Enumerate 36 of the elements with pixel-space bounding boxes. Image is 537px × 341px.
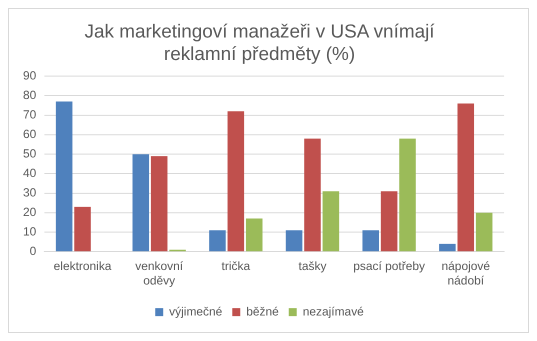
bar: [286, 230, 302, 252]
y-tick-label: 50: [22, 146, 37, 160]
legend-label: běžné: [246, 304, 280, 318]
bar: [56, 102, 72, 252]
y-tick-label: 90: [22, 68, 37, 82]
bar: [399, 138, 416, 252]
bar: [380, 191, 398, 252]
x-tick-label: venkovní oděvy: [135, 259, 184, 288]
bar: [439, 244, 456, 252]
bar: [457, 103, 474, 252]
y-tick-label: 20: [22, 205, 37, 219]
y-tick-label: 40: [22, 166, 37, 180]
y-tick-label: 60: [22, 126, 37, 141]
x-tick-label: trička: [222, 259, 250, 274]
bar: [246, 218, 262, 252]
bar: [150, 156, 168, 252]
x-tick-label: nápojové nádobí: [442, 259, 490, 288]
legend-label: výjimečné: [169, 304, 223, 318]
bar: [362, 230, 380, 252]
bar: [322, 191, 340, 252]
x-tick-label: elektronika: [54, 259, 112, 274]
y-tick-label: 0: [30, 244, 37, 258]
legend-label: nezajímavé: [302, 304, 364, 318]
bar: [132, 154, 150, 252]
y-tick-label: 80: [22, 88, 37, 102]
bar: [304, 138, 321, 252]
x-tick-label: tašky: [298, 259, 326, 274]
bar: [209, 230, 226, 252]
bar: [74, 206, 91, 252]
y-tick-label: 30: [22, 186, 37, 200]
y-tick-label: 10: [22, 224, 37, 238]
bar: [228, 111, 244, 252]
x-tick-label: psací potřeby: [353, 259, 426, 274]
chart-title: Jak marketingoví manažeři v USA vnímají reklamní předměty (%): [84, 21, 436, 66]
y-tick-label: 70: [22, 107, 37, 122]
bar: [476, 212, 492, 252]
